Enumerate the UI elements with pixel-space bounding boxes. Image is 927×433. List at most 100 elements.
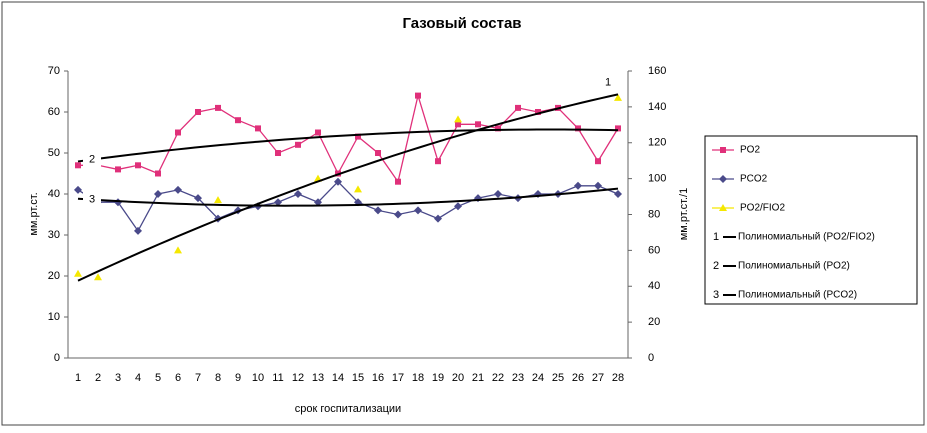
point: [414, 206, 422, 215]
point: [154, 190, 162, 198]
y-tick-label: 60: [48, 106, 60, 118]
y-axis-label: мм.рт.ст.: [28, 192, 40, 235]
legend-label: Полиномиальный (PO2/FIO2): [738, 232, 875, 243]
x-tick-label: 2: [95, 372, 101, 384]
trend-label-box: [599, 72, 617, 93]
point: [294, 190, 302, 198]
x-tick-label: 26: [572, 372, 584, 384]
point: [574, 181, 582, 190]
point: [175, 129, 181, 136]
y-tick-label: 30: [48, 229, 60, 241]
legend-marker: [719, 175, 727, 183]
legend-marker: [719, 204, 727, 211]
x-tick-label: 5: [155, 372, 161, 384]
point: [435, 158, 441, 165]
point: [255, 125, 261, 132]
legend-label: PCO2: [740, 174, 768, 185]
point: [495, 125, 501, 132]
point: [75, 162, 81, 169]
x-tick-label: 17: [392, 372, 404, 384]
point: [174, 185, 182, 194]
point: [74, 269, 82, 277]
y-tick-label: 20: [48, 270, 60, 282]
point: [214, 196, 222, 204]
point: [535, 109, 541, 115]
legend-label: PO2/FIO2: [740, 203, 785, 214]
x-tick-label: 27: [592, 372, 604, 384]
point: [74, 185, 82, 194]
point: [275, 150, 281, 156]
point: [415, 92, 421, 99]
x-tick-label: 21: [472, 372, 484, 384]
x-tick-label: 28: [612, 372, 624, 384]
x-tick-label: 15: [352, 372, 364, 384]
trend-label: 3: [89, 194, 95, 206]
legend-box: [704, 135, 918, 305]
y-tick-label: 0: [54, 352, 60, 364]
point: [315, 129, 321, 136]
y2-tick-label: 140: [648, 101, 666, 113]
y2-tick-label: 40: [648, 280, 660, 292]
x-tick-label: 7: [195, 372, 201, 384]
y2-tick-label: 60: [648, 244, 660, 256]
chart-title: Газовый состав: [402, 15, 521, 32]
point: [594, 181, 602, 190]
x-tick-label: 25: [552, 372, 564, 384]
point: [614, 190, 622, 198]
x-tick-label: 12: [292, 372, 304, 384]
legend-marker: [720, 147, 726, 153]
legend-number: 3: [713, 289, 719, 301]
trendline: [77, 93, 619, 282]
series-line: [78, 93, 619, 184]
legend-label: PO2: [740, 145, 760, 156]
point: [515, 104, 521, 111]
y2-tick-label: 160: [648, 65, 666, 77]
x-tick-label: 4: [135, 372, 141, 384]
y-tick-label: 50: [48, 147, 60, 159]
point: [375, 150, 381, 156]
x-tick-label: 16: [372, 372, 384, 384]
trend-label-box: [83, 189, 101, 210]
point: [395, 178, 401, 185]
x-tick-label: 22: [492, 372, 504, 384]
y2-axis-label: мм.рт.ст./1: [678, 188, 690, 240]
x-tick-label: 18: [412, 372, 424, 384]
point: [475, 121, 481, 128]
point: [494, 190, 502, 198]
x-tick-label: 13: [312, 372, 324, 384]
x-tick-label: 20: [452, 372, 464, 384]
point: [274, 198, 282, 207]
y-tick-label: 70: [48, 65, 60, 77]
point: [94, 273, 102, 281]
point: [575, 125, 581, 132]
point: [155, 170, 161, 177]
legend-number: 1: [713, 231, 719, 243]
y-tick-label: 10: [48, 311, 60, 323]
trend-label: 2: [89, 153, 95, 165]
point: [434, 214, 442, 223]
point: [135, 162, 141, 169]
y2-tick-label: 20: [648, 316, 660, 328]
point: [354, 185, 362, 193]
legend-label: Полиномиальный (PCO2): [738, 290, 857, 301]
point: [614, 93, 622, 101]
y2-tick-label: 100: [648, 173, 666, 185]
y2-tick-label: 80: [648, 208, 660, 220]
x-tick-label: 10: [252, 372, 264, 384]
point: [215, 104, 221, 111]
point: [334, 177, 342, 186]
x-tick-label: 11: [272, 372, 283, 384]
point: [134, 226, 142, 235]
point: [295, 141, 301, 148]
point: [595, 158, 601, 165]
point: [174, 246, 182, 254]
x-tick-label: 3: [115, 372, 121, 384]
legend-label: Полиномиальный (PO2): [738, 261, 850, 272]
point: [615, 125, 621, 132]
y2-tick-label: 120: [648, 137, 666, 149]
x-axis-label: срок госпитализации: [295, 403, 401, 415]
x-tick-label: 1: [75, 372, 81, 384]
x-tick-label: 9: [235, 372, 241, 384]
y2-tick-label: 0: [648, 352, 654, 364]
